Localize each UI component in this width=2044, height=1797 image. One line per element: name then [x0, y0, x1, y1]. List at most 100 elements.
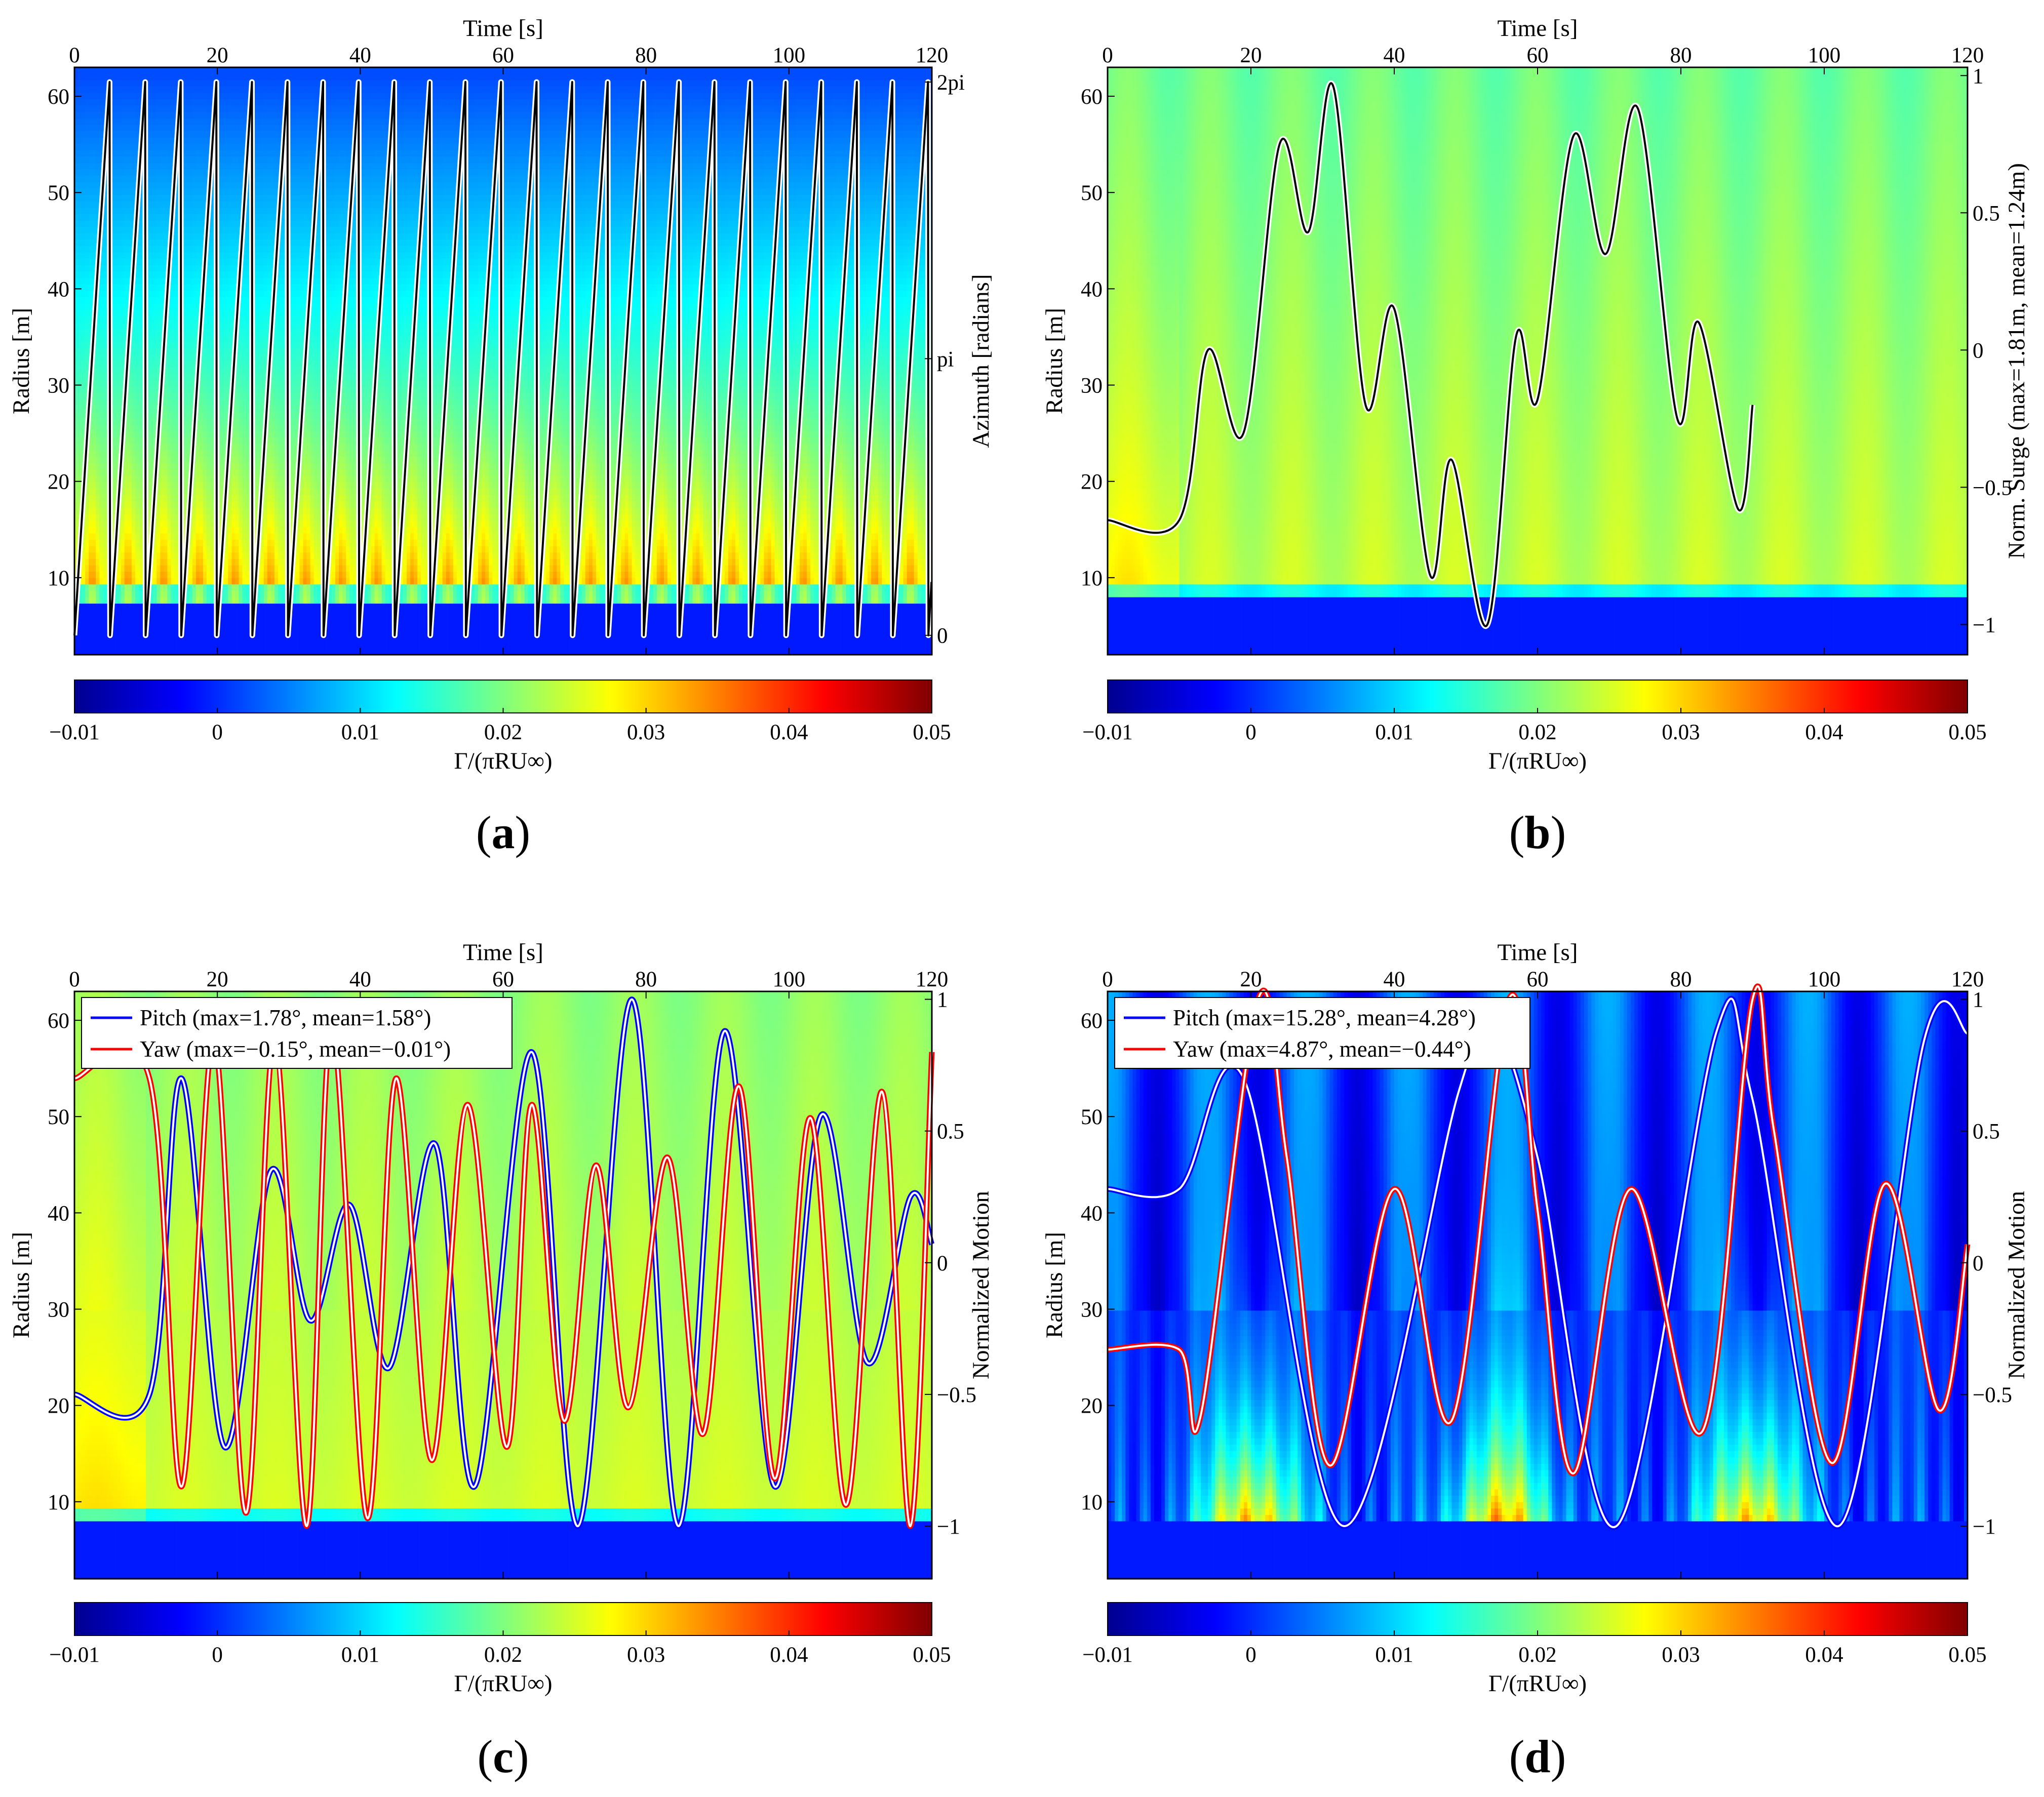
- heatmap-cell: [707, 67, 711, 74]
- heatmap-cell: [367, 67, 371, 74]
- heatmap-cell: [711, 67, 715, 74]
- heatmap-cell: [156, 74, 161, 81]
- heatmap-cell: [353, 67, 357, 74]
- heatmap-cell: [742, 67, 746, 74]
- heatmap-cell: [703, 67, 707, 74]
- heatmap-cell: [318, 74, 322, 81]
- heatmap-cell: [600, 74, 604, 81]
- heatmap-cell: [482, 74, 486, 81]
- heatmap-cell: [800, 67, 804, 74]
- heatmap-cell: [657, 67, 661, 74]
- heatmap-cell: [557, 74, 561, 81]
- heatmap-cell: [721, 67, 725, 74]
- heatmap-cell: [110, 74, 114, 81]
- heatmap-cell: [518, 67, 522, 74]
- heatmap-cell: [510, 74, 515, 81]
- heatmap-cell: [403, 74, 407, 81]
- heatmap-cell: [585, 74, 589, 81]
- heatmap-cell: [582, 74, 586, 81]
- heatmap-cell: [228, 67, 232, 74]
- heatmap-cell: [400, 67, 404, 74]
- heatmap-cell: [175, 74, 179, 81]
- heatmap-cell: [382, 74, 386, 81]
- heatmap-cell: [221, 67, 225, 74]
- heatmap-cell: [282, 67, 286, 74]
- heatmap-cell: [657, 74, 661, 81]
- heatmap-cell: [553, 74, 557, 81]
- heatmap-cell: [836, 74, 840, 81]
- heatmap-cell: [610, 74, 614, 81]
- heatmap-cell: [460, 67, 464, 74]
- heatmap-cell: [424, 74, 428, 81]
- heatmap-cell: [267, 74, 271, 81]
- heatmap-cell: [435, 74, 439, 81]
- heatmap-cell: [196, 67, 200, 74]
- heatmap-cell: [282, 74, 286, 81]
- heatmap-cell: [610, 67, 614, 74]
- heatmap-cell: [382, 67, 386, 74]
- heatmap-cell: [460, 74, 464, 81]
- heatmap-cell: [850, 67, 854, 74]
- heatmap-cell: [264, 74, 268, 81]
- heatmap-cell: [571, 67, 575, 74]
- heatmap-cell: [364, 74, 368, 81]
- heatmap-cell: [532, 67, 536, 74]
- heatmap-cell: [489, 67, 493, 74]
- heatmap-cell: [718, 74, 722, 81]
- heatmap-cell: [675, 74, 679, 81]
- heatmap-cell: [660, 67, 664, 74]
- heatmap-cell: [650, 74, 654, 81]
- heatmap-cell: [299, 67, 303, 74]
- heatmap-cell: [632, 74, 636, 81]
- heatmap-cell: [878, 67, 882, 74]
- heatmap-cell: [228, 74, 232, 81]
- heatmap-cell: [546, 67, 550, 74]
- heatmap-cell: [203, 74, 207, 81]
- heatmap-cell: [210, 67, 214, 74]
- heatmap-cell: [78, 74, 82, 81]
- heatmap-cell: [478, 74, 482, 81]
- heatmap-cell: [699, 67, 703, 74]
- heatmap-cell: [821, 67, 825, 74]
- heatmap-cell: [435, 67, 439, 74]
- heatmap-cell: [521, 74, 525, 81]
- heatmap-cell: [728, 67, 732, 74]
- heatmap-cell: [443, 74, 447, 81]
- heatmap-cell: [314, 67, 318, 74]
- heatmap-cell: [200, 74, 204, 81]
- heatmap-cell: [121, 67, 125, 74]
- heatmap-cell: [303, 74, 307, 81]
- heatmap-cell: [371, 74, 375, 81]
- heatmap-cell: [325, 74, 329, 81]
- heatmap-cell: [546, 74, 550, 81]
- heatmap-cell: [421, 67, 425, 74]
- heatmap-cell: [789, 67, 793, 74]
- heatmap-cell: [828, 67, 832, 74]
- heatmap-cell: [807, 74, 811, 81]
- heatmap-cell: [678, 67, 682, 74]
- heatmap-cell: [414, 74, 418, 81]
- heatmap-cell: [496, 74, 500, 81]
- heatmap-cell: [832, 67, 836, 74]
- heatmap-cell: [817, 67, 821, 74]
- heatmap-cell: [89, 67, 93, 74]
- heatmap-cell: [235, 74, 239, 81]
- heatmap-cell: [725, 74, 729, 81]
- heatmap-cell: [421, 74, 425, 81]
- heatmap-cell: [824, 67, 829, 74]
- heatmap-cell: [564, 67, 568, 74]
- heatmap-cell: [549, 67, 554, 74]
- heatmap-cell: [339, 74, 343, 81]
- heatmap-cell: [671, 67, 675, 74]
- heatmap-cell: [896, 67, 900, 74]
- heatmap-cell: [278, 74, 282, 81]
- heatmap-cell: [814, 67, 818, 74]
- heatmap-cell: [807, 67, 811, 74]
- heatmap-cell: [289, 74, 293, 81]
- heatmap-cell: [196, 74, 200, 81]
- heatmap-cell: [496, 67, 500, 74]
- heatmap-cell: [699, 74, 703, 81]
- heatmap-cell: [92, 67, 96, 74]
- heatmap-cell: [396, 74, 400, 81]
- heatmap-cell: [257, 67, 261, 74]
